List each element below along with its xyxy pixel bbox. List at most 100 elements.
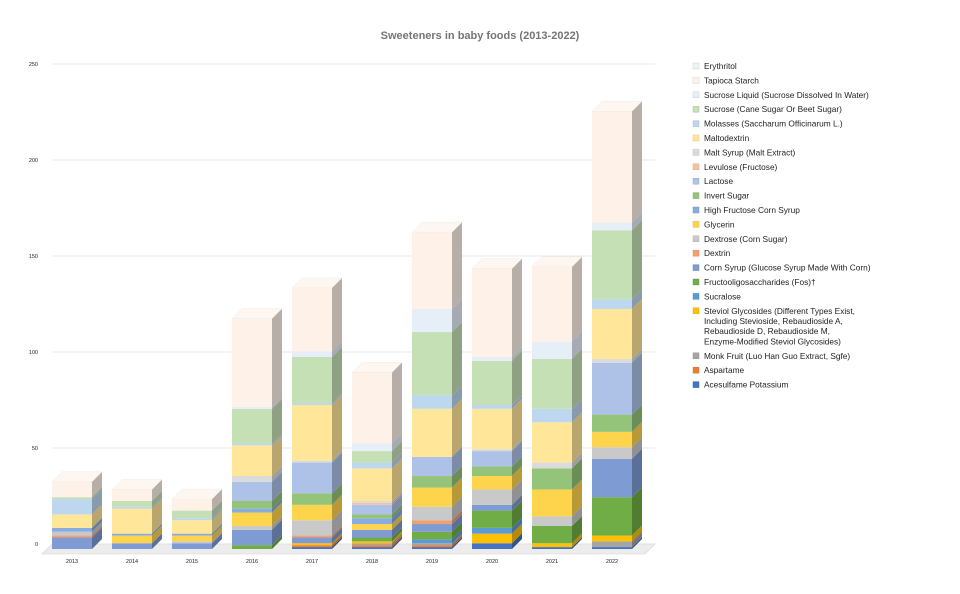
- bar-segment: [412, 446, 462, 477]
- bar-side: [332, 537, 342, 549]
- bar-segment: [532, 515, 582, 544]
- bar-side: [632, 289, 642, 309]
- y-tick-label: 50: [32, 446, 38, 452]
- legend-swatch: [692, 367, 700, 374]
- bar-top: [531, 256, 583, 267]
- bar-side: [152, 525, 162, 544]
- bar-front: [412, 476, 452, 488]
- bar-top: [171, 488, 223, 500]
- bar-front: [232, 408, 272, 444]
- bar-side: [332, 341, 342, 357]
- bar-top: [231, 308, 283, 319]
- legend-swatch: [692, 177, 700, 185]
- bar-stack-2014: [111, 479, 163, 549]
- bar-side: [152, 523, 162, 536]
- bar-front: [412, 395, 452, 409]
- legend-label: Sucralose: [704, 291, 741, 301]
- bar-front: [172, 520, 212, 534]
- bar-segment: [232, 491, 282, 509]
- bar-segment: [412, 529, 462, 544]
- bar-front: [292, 504, 332, 521]
- bar-segment: [232, 435, 282, 477]
- bar-side: [572, 515, 582, 544]
- bar-segment: [412, 385, 462, 409]
- y-tick-label: 250: [29, 62, 38, 68]
- bar-side: [332, 525, 342, 538]
- legend-label: Sucrose Liquid (Sucrose Dissolved In Wat…: [704, 90, 869, 100]
- bar-front: [412, 545, 452, 548]
- legend-swatch: [692, 278, 700, 286]
- bar-segment: [472, 479, 522, 505]
- legend-label: Steviol Glycosides (Different Types Exis…: [704, 306, 855, 347]
- bar-side: [332, 527, 342, 544]
- bar-side: [572, 452, 582, 469]
- bar-front: [352, 524, 392, 530]
- bar-segment: [352, 504, 402, 519]
- bar-segment: [352, 433, 402, 452]
- bar-front: [292, 403, 332, 405]
- bar-segment: [52, 504, 102, 528]
- bar-side: [152, 496, 162, 509]
- bar-front: [232, 501, 272, 509]
- bar-front: [172, 499, 212, 511]
- bar-segment: [472, 500, 522, 528]
- bar-side: [332, 510, 342, 536]
- bar-front: [352, 468, 392, 501]
- bar-segment: [292, 452, 342, 494]
- bar-segment: [472, 258, 522, 357]
- bar-front: [112, 506, 152, 509]
- bar-front: [592, 447, 632, 459]
- bar-segment: [412, 533, 462, 546]
- bar-side: [392, 535, 402, 548]
- bar-segment: [352, 491, 402, 503]
- bar-front: [52, 535, 92, 538]
- bar-segment: [412, 222, 462, 309]
- chart-title: Sweeteners in baby foods (2013-2022): [381, 30, 580, 42]
- bar-side: [512, 398, 522, 450]
- bar-side: [272, 433, 282, 446]
- x-tick-label: 2020: [486, 559, 498, 565]
- legend-swatch: [692, 235, 700, 243]
- bar-segment: [232, 515, 282, 530]
- legend-item: Fructooligosaccharides (Fos)†: [692, 277, 816, 287]
- bar-stack-2016: [231, 308, 283, 549]
- bar-front: [232, 445, 272, 477]
- bar-segment: [352, 527, 402, 542]
- bar-segment: [172, 525, 222, 542]
- bar-side: [92, 517, 102, 532]
- bar-side: [572, 256, 582, 342]
- x-tick-label: 2013: [66, 559, 78, 565]
- bar-front: [532, 462, 572, 469]
- bar-segment: [412, 514, 462, 532]
- x-tick-label: 2018: [366, 559, 378, 565]
- bar-front: [472, 510, 512, 528]
- bar-side: [572, 348, 582, 409]
- bar-side: [572, 537, 582, 549]
- bar-front: [352, 451, 392, 463]
- bar-front: [352, 443, 392, 452]
- bar-side: [332, 395, 342, 461]
- bar-side: [392, 504, 402, 519]
- x-tick-label: 2016: [246, 559, 258, 565]
- bar-side: [272, 466, 282, 482]
- bar-segment: [472, 533, 522, 549]
- bar-front: [292, 520, 332, 536]
- bar-side: [212, 531, 222, 544]
- bar-side: [92, 521, 102, 536]
- bar-front: [532, 341, 572, 359]
- bar-side: [272, 396, 282, 409]
- bar-segment: [292, 277, 342, 352]
- bar-front: [52, 531, 92, 536]
- bar-side: [272, 308, 282, 407]
- bar-side: [632, 212, 642, 231]
- bar-side: [512, 395, 522, 409]
- bar-segment: [112, 479, 162, 501]
- bar-segment: [472, 395, 522, 409]
- bar-front: [352, 462, 392, 469]
- bar-side: [152, 498, 162, 534]
- bar-side: [512, 517, 522, 534]
- bar-front: [172, 518, 212, 521]
- bar-front: [592, 535, 632, 542]
- bar-side: [212, 523, 222, 536]
